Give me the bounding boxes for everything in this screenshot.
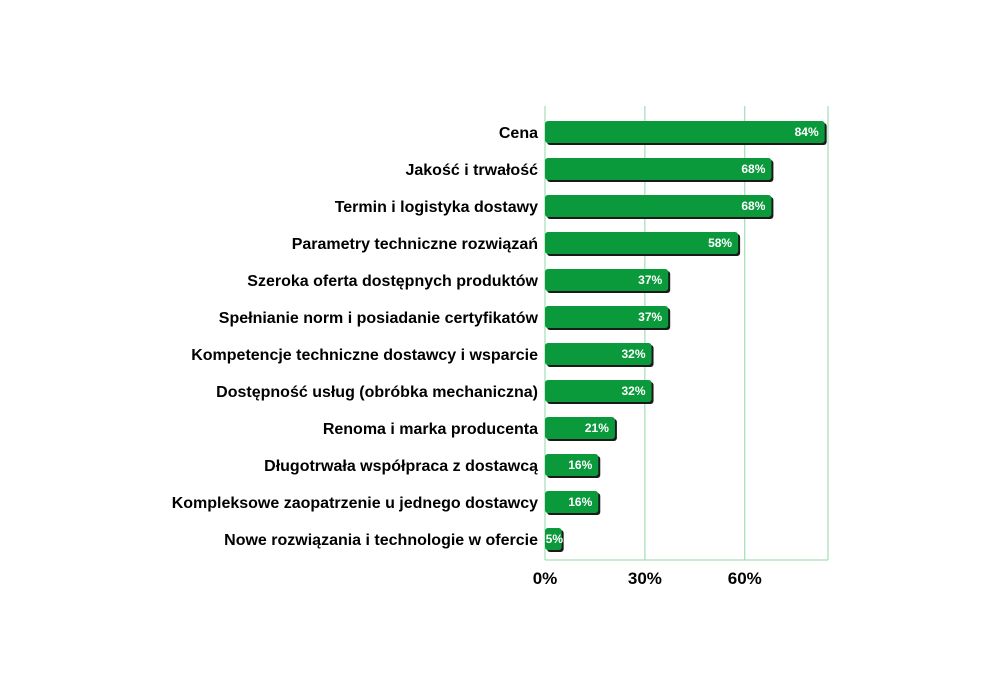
- data-label: 37%: [638, 310, 662, 324]
- data-label: 32%: [622, 347, 646, 361]
- data-label: 84%: [795, 125, 819, 139]
- category-label: Nowe rozwiązania i technologie w ofercie: [224, 532, 538, 549]
- category-labels: Cena Jakość i trwałość Termin i logistyka …: [172, 125, 539, 549]
- bar: [545, 195, 772, 217]
- bar: [545, 528, 562, 550]
- bar: [545, 454, 599, 476]
- category-label: Kompetencje techniczne dostawcy i wsparc…: [191, 347, 538, 364]
- category-label: Termin i logistyka dostawy: [335, 199, 538, 216]
- data-label: 58%: [708, 236, 732, 250]
- bar: [545, 232, 739, 254]
- category-label: Długotrwała współpraca z dostawcą: [264, 458, 538, 475]
- bar: [545, 121, 825, 143]
- bar: [545, 491, 599, 513]
- data-label: 32%: [622, 384, 646, 398]
- category-label: Szeroka oferta dostępnych produktów: [247, 273, 538, 290]
- category-label: Spełnianie norm i posiadanie certyfikató…: [219, 310, 539, 327]
- x-tick-label: 30%: [628, 569, 662, 588]
- bar: [545, 343, 652, 365]
- bar: [545, 380, 652, 402]
- x-tick-label: 60%: [728, 569, 762, 588]
- bar: [545, 269, 669, 291]
- category-label: Dostępność usług (obróbka mechaniczna): [216, 384, 538, 401]
- category-label: Cena: [499, 125, 538, 142]
- data-label: 68%: [741, 162, 765, 176]
- bar: [545, 158, 772, 180]
- data-label: 21%: [585, 421, 609, 435]
- data-label: 37%: [638, 273, 662, 287]
- category-label: Renoma i marka producenta: [323, 421, 538, 438]
- category-label: Parametry techniczne rozwiązań: [292, 236, 538, 253]
- data-label: 5%: [546, 532, 564, 546]
- data-label: 16%: [568, 458, 592, 472]
- bars: 84% 68% 68% 58% 37% 37% 32% 32% 21% 16% 16% 5%: [545, 121, 827, 552]
- bar: [545, 306, 669, 328]
- bar: [545, 417, 615, 439]
- data-label: 68%: [741, 199, 765, 213]
- x-tick-label: 0%: [533, 569, 558, 588]
- category-label: Kompleksowe zaopatrzenie u jednego dosta…: [172, 495, 538, 512]
- category-label: Jakość i trwałość: [405, 162, 538, 179]
- data-label: 16%: [568, 495, 592, 509]
- x-axis-ticks: 0% 30% 60%: [533, 569, 762, 588]
